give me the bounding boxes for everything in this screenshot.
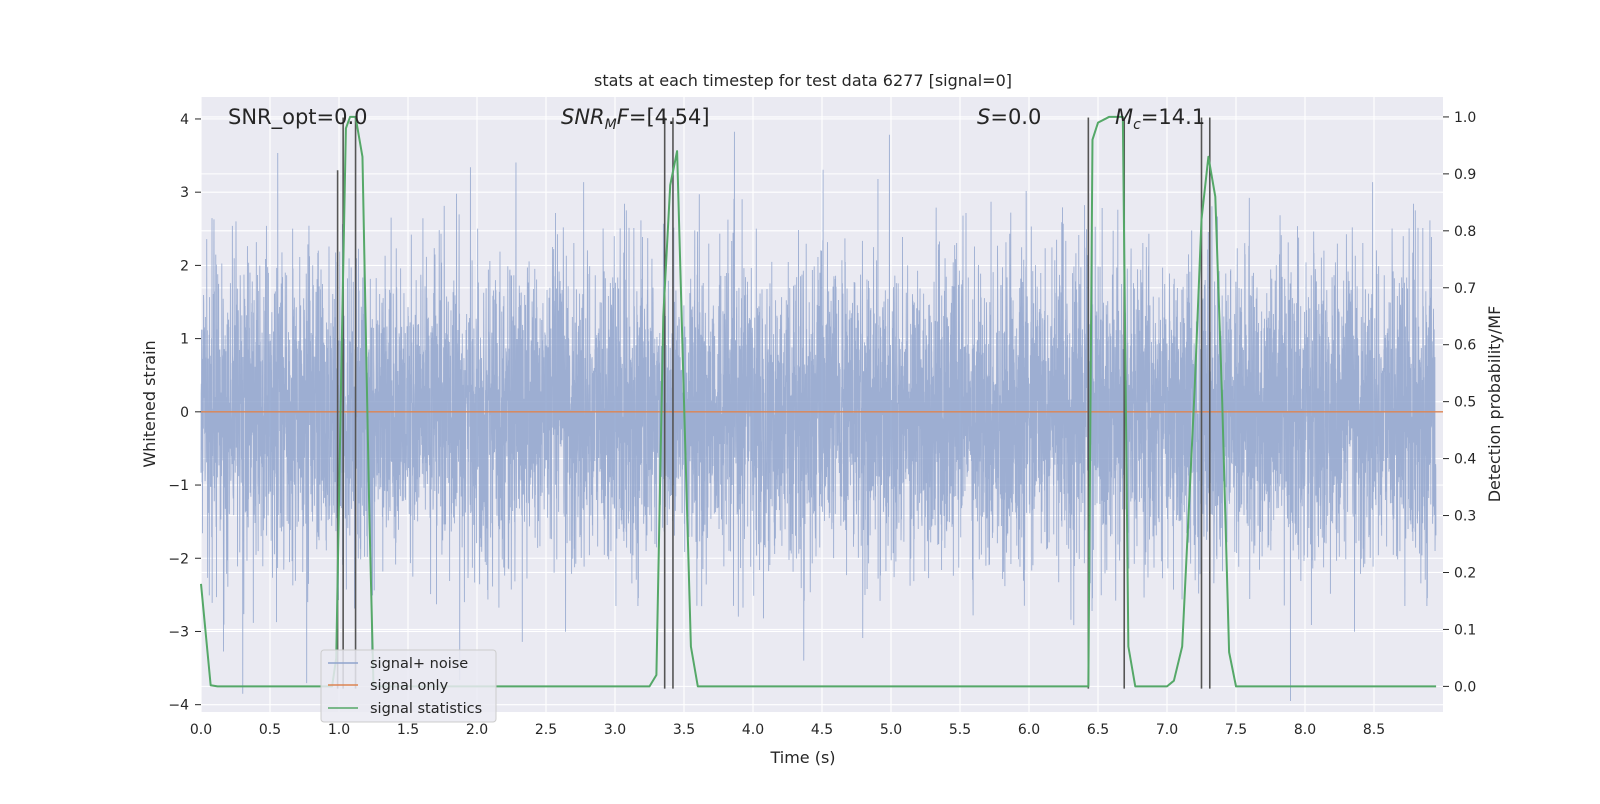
y-tick-label-right: 0.6	[1454, 338, 1476, 354]
y-tick-label-right: 0.0	[1454, 679, 1476, 695]
x-tick-label: 2.5	[535, 722, 557, 738]
marker-lines	[336, 117, 1211, 689]
annotation-mc: Mc=14.1	[1115, 105, 1205, 133]
y-tick-label-left: −3	[168, 624, 189, 640]
legend-box	[320, 649, 497, 723]
y-tick-label-right: 0.9	[1454, 167, 1476, 183]
legend-label-statistics: signal statistics	[370, 701, 482, 717]
x-tick-label: 0.5	[259, 722, 281, 738]
y-tick-label-left: −2	[168, 551, 189, 567]
legend: signal+ noise signal only signal statist…	[320, 649, 497, 723]
noise-trace	[200, 131, 1437, 702]
y-tick-label-right: 0.8	[1454, 224, 1476, 240]
axes: 0.0 0.5 1.0 1.5 2.0 2.5 3.0 3.5 4.0 4.5 5.0 5.5 6.0 6…	[168, 110, 1476, 738]
x-tick-label: 0.0	[190, 722, 212, 738]
legend-label-signal: signal only	[370, 678, 449, 694]
y-axis-label-left: Whitened strain	[140, 340, 159, 467]
chart-title: stats at each timestep for test data 627…	[594, 71, 1012, 90]
x-tick-label: 8.5	[1363, 722, 1385, 738]
x-tick-label: 6.5	[1087, 722, 1109, 738]
y-tick-label-left: 2	[180, 258, 189, 274]
annotation-snr-opt: SNR_opt=0.0	[228, 105, 368, 130]
y-tick-label-right: 0.3	[1454, 509, 1476, 525]
y-tick-label-right: 0.7	[1454, 281, 1476, 297]
annotation-mc-value: =14.1	[1141, 105, 1205, 129]
y-axis-label-right: Detection probability/MF	[1485, 306, 1504, 503]
y-tick-label-left: 4	[180, 112, 189, 128]
statistics-line	[200, 115, 1437, 688]
y-tick-label-left: 3	[180, 185, 189, 201]
y-tick-label-right: 0.4	[1454, 452, 1476, 468]
legend-label-noise: signal+ noise	[370, 656, 468, 672]
series-signal-statistics	[200, 115, 1437, 688]
y-tick-label-left: 0	[180, 405, 189, 421]
series-signal-plus-noise	[200, 131, 1437, 702]
x-tick-label: 2.0	[466, 722, 488, 738]
y-tick-label-right: 0.1	[1454, 622, 1476, 638]
x-tick-label: 3.0	[604, 722, 626, 738]
x-axis-label: Time (s)	[769, 748, 835, 767]
x-tick-label: 4.5	[811, 722, 833, 738]
x-tick-label: 5.0	[880, 722, 902, 738]
x-tick-label: 6.0	[1018, 722, 1040, 738]
x-tick-label: 1.0	[328, 722, 350, 738]
y-tick-label-left: −4	[168, 698, 189, 714]
x-tick-label: 4.0	[742, 722, 764, 738]
x-tick-label: 7.5	[1225, 722, 1247, 738]
annotation-snr-mf: SNRMF=[4.54]	[561, 105, 710, 133]
y-tick-label-left: 1	[180, 332, 189, 348]
y-tick-label-left: −1	[168, 478, 189, 494]
y-tick-label-right: 0.2	[1454, 565, 1476, 581]
annotation-s: S=0.0	[977, 105, 1041, 129]
x-tick-label: 5.5	[949, 722, 971, 738]
annotation-snr-mf-value: [4.54]	[646, 105, 709, 129]
y-tick-label-right: 0.5	[1454, 395, 1476, 411]
x-tick-label: 3.5	[673, 722, 695, 738]
x-tick-label: 8.0	[1294, 722, 1316, 738]
annotation-s-value: =0.0	[990, 105, 1041, 129]
y-tick-label-right: 1.0	[1454, 110, 1476, 126]
x-tick-label: 7.0	[1156, 722, 1178, 738]
x-tick-label: 1.5	[397, 722, 419, 738]
